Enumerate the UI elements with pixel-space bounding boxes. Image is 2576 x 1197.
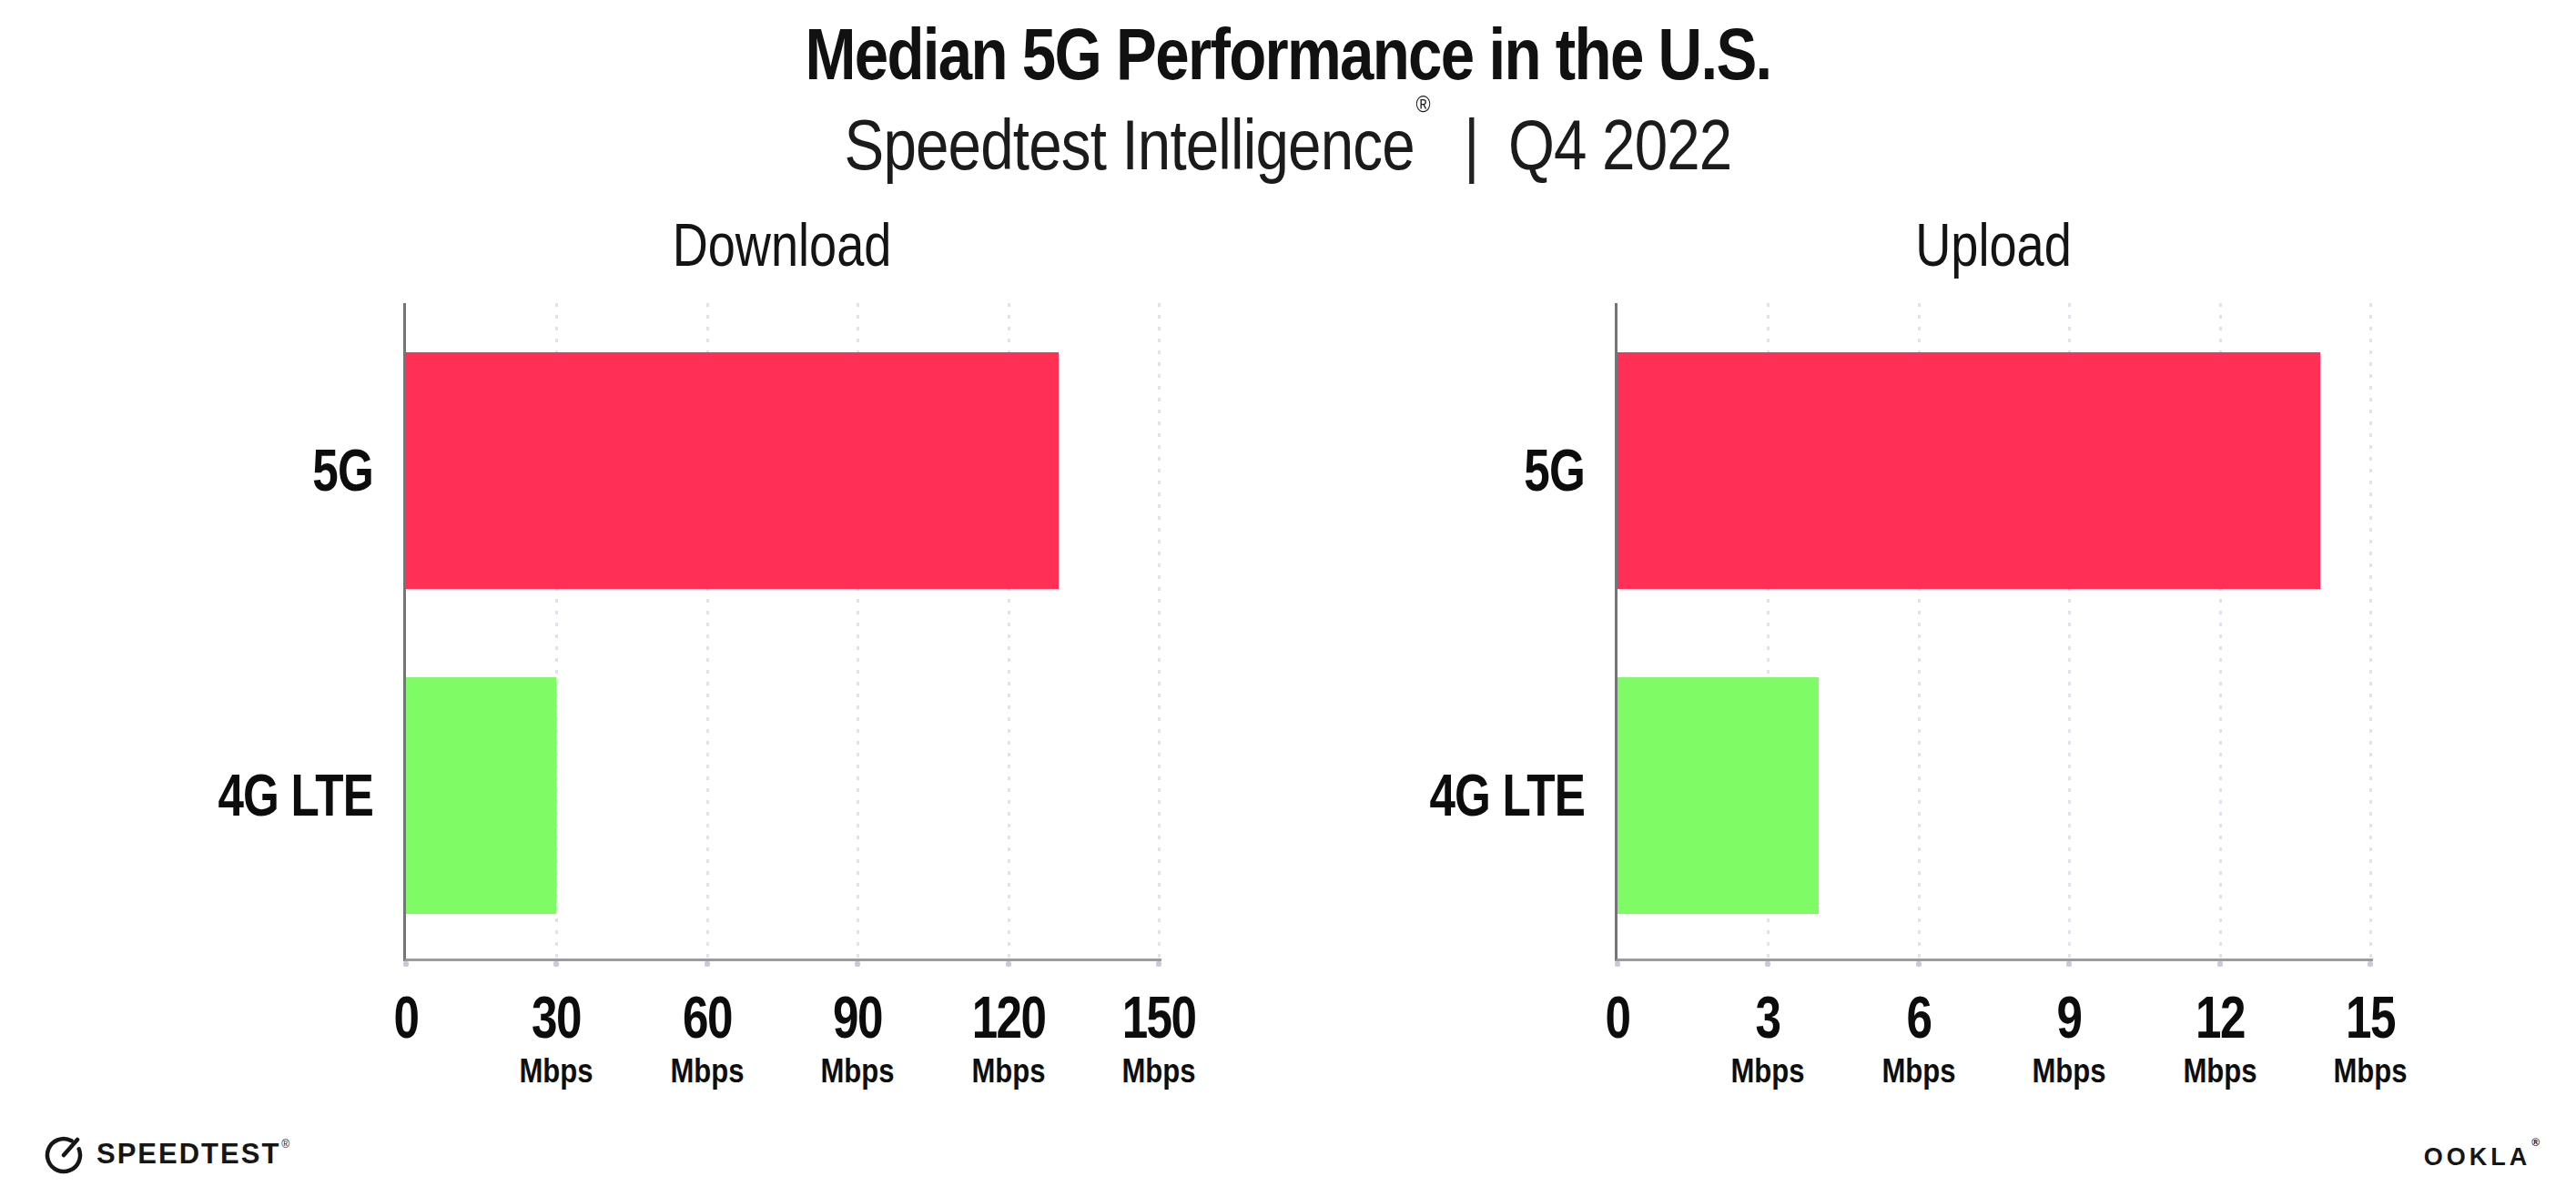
chart-title-download: Download: [673, 210, 892, 279]
tick-mark: [2217, 961, 2223, 967]
tick-mark: [1156, 961, 1161, 967]
x-tick-unit: [1605, 1051, 1630, 1091]
tick-mark: [705, 961, 710, 967]
x-tick-unit: [393, 1051, 419, 1091]
x-tick-number: 30: [522, 984, 592, 1051]
speedtest-registered-mark-icon: ®: [281, 1138, 289, 1151]
tick-mark: [1916, 961, 1922, 967]
category-label-5g: 5G: [1524, 437, 1585, 504]
subtitle-brand: Speedtest Intelligence: [845, 105, 1415, 185]
tick-mark: [1615, 961, 1620, 967]
ookla-logo: OOKLA®: [2424, 1143, 2543, 1172]
x-tick-3: 3Mbps: [1724, 984, 1812, 1091]
bar-5g: [406, 352, 1059, 589]
plot-area-download: Download030Mbps60Mbps90Mbps120Mbps150Mbp…: [403, 303, 1161, 961]
x-tick-number: 15: [2335, 984, 2405, 1051]
bar-5g: [1618, 352, 2320, 589]
x-tick-unit: Mbps: [821, 1051, 895, 1091]
tick-mark: [2066, 961, 2072, 967]
tick-mark: [1765, 961, 1770, 967]
speedtest-logo: SPEEDTEST®: [42, 1132, 289, 1176]
x-tick-90: 90Mbps: [814, 984, 902, 1091]
x-tick-unit: Mbps: [969, 1051, 1047, 1091]
ookla-registered-mark-icon: ®: [2531, 1136, 2543, 1149]
x-tick-number: 9: [2034, 984, 2104, 1051]
x-tick-number: 60: [672, 984, 742, 1051]
page-subtitle: Speedtest Intelligence® | Q4 2022: [206, 104, 2369, 187]
speedtest-wordmark: SPEEDTEST: [96, 1138, 280, 1171]
x-tick-number: 6: [1883, 984, 1953, 1051]
x-tick-unit: Mbps: [2183, 1051, 2257, 1091]
x-tick-number: 12: [2185, 984, 2255, 1051]
registered-mark-icon: ®: [1415, 90, 1429, 117]
x-tick-unit: Mbps: [1881, 1051, 1955, 1091]
gridline: [2369, 303, 2372, 959]
x-tick-number: 120: [971, 984, 1045, 1051]
x-tick-6: 6Mbps: [1874, 984, 1962, 1091]
gauge-icon: [42, 1132, 86, 1176]
subtitle-period: Q4 2022: [1508, 105, 1731, 185]
x-tick-120: 120Mbps: [962, 984, 1054, 1091]
x-tick-number: 0: [394, 984, 419, 1051]
tick-mark: [2368, 961, 2373, 967]
page-title: Median 5G Performance in the U.S.: [206, 13, 2369, 96]
category-label-5g: 5G: [312, 437, 373, 504]
tick-mark: [1006, 961, 1011, 967]
bar-4g-lte: [406, 677, 556, 914]
x-tick-0: 0: [1602, 984, 1633, 1091]
ookla-wordmark: OOKLA: [2424, 1143, 2531, 1171]
category-label-4g-lte: 4G LTE: [218, 762, 373, 829]
x-tick-unit: Mbps: [2033, 1051, 2106, 1091]
category-label-4g-lte: 4G LTE: [1429, 762, 1585, 829]
x-tick-number: 0: [1606, 984, 1630, 1051]
tick-mark: [403, 961, 409, 967]
x-tick-12: 12Mbps: [2175, 984, 2264, 1091]
x-tick-unit: Mbps: [1731, 1051, 1805, 1091]
header: Median 5G Performance in the U.S. Speedt…: [0, 0, 2576, 187]
x-tick-number: 150: [1122, 984, 1196, 1051]
x-tick-9: 9Mbps: [2025, 984, 2114, 1091]
x-tick-150: 150Mbps: [1113, 984, 1205, 1091]
infographic-root: Median 5G Performance in the U.S. Speedt…: [0, 0, 2576, 1197]
x-tick-15: 15Mbps: [2327, 984, 2415, 1091]
plot-area-upload: Upload03Mbps6Mbps9Mbps12Mbps15Mbps5G4G L…: [1615, 303, 2373, 961]
tick-mark: [855, 961, 860, 967]
bar-4g-lte: [1618, 677, 1819, 914]
x-tick-unit: Mbps: [520, 1051, 593, 1091]
x-tick-unit: Mbps: [2333, 1051, 2407, 1091]
x-tick-30: 30Mbps: [512, 984, 601, 1091]
x-tick-number: 90: [823, 984, 893, 1051]
x-tick-number: 3: [1733, 984, 1803, 1051]
tick-mark: [553, 961, 559, 967]
chart-title-upload: Upload: [1915, 210, 2072, 279]
x-tick-0: 0: [390, 984, 421, 1091]
subtitle-separator: |: [1464, 105, 1478, 185]
x-tick-60: 60Mbps: [663, 984, 751, 1091]
x-tick-unit: Mbps: [1121, 1051, 1198, 1091]
gridline: [1158, 303, 1161, 959]
x-tick-unit: Mbps: [670, 1051, 744, 1091]
